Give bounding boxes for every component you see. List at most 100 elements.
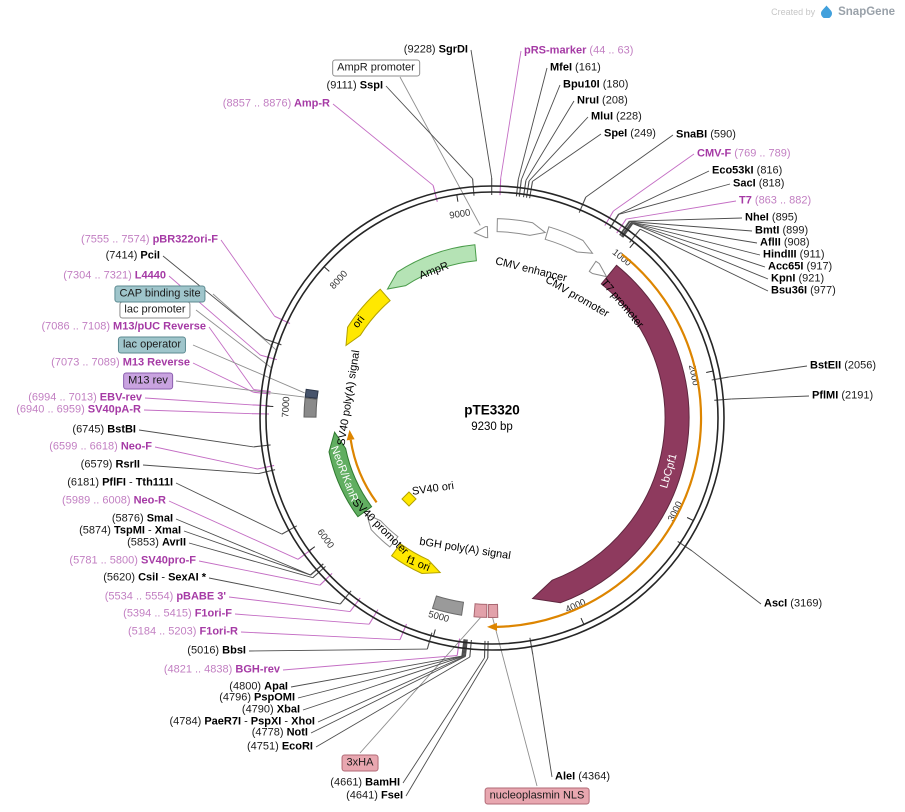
callout-line-ebv-rev xyxy=(144,397,253,406)
label-nucleoplasmin-nls[interactable]: nucleoplasmin NLS xyxy=(484,787,590,805)
feature-lac-operator-box[interactable] xyxy=(304,388,319,399)
label-part-nhei-1: (895) xyxy=(768,211,798,224)
feature-orf-frame-1[interactable] xyxy=(496,253,703,628)
feature-neor-kanr[interactable] xyxy=(328,431,373,518)
label-bsteii[interactable]: BstEII (2056) xyxy=(810,360,876,373)
label-snabi[interactable]: SnaBI (590) xyxy=(676,129,736,142)
label-pbabe-3[interactable]: (5534 .. 5554) pBABE 3' xyxy=(105,591,226,604)
feature-label-cmv-promoter[interactable]: CMV promoter xyxy=(543,274,611,320)
feature-ampr-promoter[interactable] xyxy=(473,226,489,239)
label-part-m13-reverse-0: (7073 .. 7089) xyxy=(51,356,120,369)
callout-line-neo-r xyxy=(168,500,299,560)
label-m13-puc-reverse[interactable]: (7086 .. 7108) M13/pUC Reverse xyxy=(42,321,207,334)
label-xbai[interactable]: (4790) XbaI xyxy=(242,704,300,717)
label-ampr-promoter[interactable]: AmpR promoter xyxy=(332,59,420,77)
label-m13-rev[interactable]: M13 rev xyxy=(123,372,173,390)
feature-label-ori[interactable]: ori xyxy=(350,313,367,330)
feature-lbcpf1[interactable] xyxy=(531,264,690,604)
label-sspi[interactable]: (9111) SspI xyxy=(327,80,383,93)
label-rsrii[interactable]: (6579) RsrII xyxy=(81,459,140,472)
label-bamhi[interactable]: (4661) BamHI xyxy=(330,777,400,790)
label-cap-binding-site[interactable]: CAP binding site xyxy=(114,285,206,303)
label-pflfi-tth111i[interactable]: (6181) PflFI - Tth111I xyxy=(67,477,173,490)
feature-sv40-promoter[interactable] xyxy=(365,513,399,548)
label-prs-marker[interactable]: pRS-marker (44 .. 63) xyxy=(524,45,633,58)
feature-marker-sv40-ori-diamond[interactable] xyxy=(401,491,417,507)
label-cmv-f[interactable]: CMV-F (769 .. 789) xyxy=(697,148,791,161)
label-lac-operator[interactable]: lac operator xyxy=(117,336,187,354)
label-bbsi[interactable]: (5016) BbsI xyxy=(187,645,246,658)
label-kpni[interactable]: KpnI (921) xyxy=(771,273,824,286)
label-sv40pa-r[interactable]: (6940 .. 6959) SV40pA-R xyxy=(16,404,141,417)
feature-orf-frame-2[interactable] xyxy=(349,439,378,504)
label-eco53ki[interactable]: Eco53kI (816) xyxy=(712,165,782,178)
label-nhei[interactable]: NheI (895) xyxy=(745,212,798,225)
feature-cmv-enhancer[interactable] xyxy=(496,218,547,236)
label-part-bamhi-0: (4661) xyxy=(330,776,366,789)
label-f1ori-r[interactable]: (5184 .. 5203) F1ori-R xyxy=(128,626,238,639)
label-t7[interactable]: T7 (863 .. 882) xyxy=(739,195,811,208)
label-spei[interactable]: SpeI (249) xyxy=(604,128,656,141)
feature-sv40-polya-signal[interactable] xyxy=(303,397,318,418)
label-smai[interactable]: (5876) SmaI xyxy=(112,513,173,526)
label-saci[interactable]: SacI (818) xyxy=(733,178,784,191)
label-m13-reverse[interactable]: (7073 .. 7089) M13 Reverse xyxy=(51,357,190,370)
feature-label-sv40-ori[interactable]: SV40 ori xyxy=(411,480,454,498)
label-sgrdi[interactable]: (9228) SgrDI xyxy=(404,44,468,57)
label-neo-f[interactable]: (6599 .. 6618) Neo-F xyxy=(49,441,152,454)
feature-cmv-promoter[interactable] xyxy=(544,226,594,254)
label-pcii[interactable]: (7414) PciI xyxy=(106,250,160,263)
feature-3xha[interactable] xyxy=(473,603,488,618)
label-sv40pro-f[interactable]: (5781 .. 5800) SV40pro-F xyxy=(69,555,196,568)
label-nrui[interactable]: NruI (208) xyxy=(577,95,628,108)
feature-t7-promoter[interactable] xyxy=(588,260,608,278)
label-f1ori-f[interactable]: (5394 .. 5415) F1ori-F xyxy=(123,608,232,621)
label-part-rsrii-0: (6579) xyxy=(80,458,116,471)
label-alei[interactable]: AleI (4364) xyxy=(555,771,610,784)
label-neo-r[interactable]: (5989 .. 6008) Neo-R xyxy=(62,495,166,508)
label-bpu10i[interactable]: Bpu10I (180) xyxy=(563,79,628,92)
label-lac-promoter[interactable]: lac promoter xyxy=(119,301,191,319)
feature-ampr[interactable] xyxy=(386,244,477,290)
label-paer7i-pspxi-xhoi[interactable]: (4784) PaeR7I - PspXI - XhoI xyxy=(169,716,315,729)
label-mfei[interactable]: MfeI (161) xyxy=(550,62,601,75)
label-tspmi-xmai[interactable]: (5874) TspMI - XmaI xyxy=(79,525,181,538)
label-aflii[interactable]: AflII (908) xyxy=(760,237,810,250)
label-noti[interactable]: (4778) NotI xyxy=(252,727,308,740)
label-bgh-rev[interactable]: (4821 .. 4838) BGH-rev xyxy=(164,664,280,677)
label-part-sgrdi-0: (9228) xyxy=(403,43,439,56)
label-pflmi[interactable]: PflMI (2191) xyxy=(812,390,873,403)
label-apai[interactable]: (4800) ApaI xyxy=(229,681,288,694)
label-ebv-rev[interactable]: (6994 .. 7013) EBV-rev xyxy=(28,392,142,405)
label-part-fsei-1: FseI xyxy=(380,789,403,802)
label-ecori[interactable]: (4751) EcoRI xyxy=(247,741,313,754)
label-mlui[interactable]: MluI (228) xyxy=(591,111,642,124)
label-fsei[interactable]: (4641) FseI xyxy=(346,790,403,803)
feature-ori[interactable] xyxy=(345,288,391,347)
label-amp-r[interactable]: (8857 .. 8876) Amp-R xyxy=(223,98,330,111)
feature-label-sv40-promoter[interactable]: SV40 promoter xyxy=(350,497,411,558)
label-csii-sexai[interactable]: (5620) CsiI - SexAI * xyxy=(103,572,206,585)
label-part-neo-r-0: (5989 .. 6008) xyxy=(62,494,131,507)
label-bsu36i[interactable]: Bsu36I (977) xyxy=(771,285,836,298)
label-part-aflii-0: AflII xyxy=(760,236,781,249)
label-bmti[interactable]: BmtI (899) xyxy=(755,225,808,238)
label-hindiii[interactable]: HindIII (911) xyxy=(763,249,825,262)
label-l4440[interactable]: (7304 .. 7321) L4440 xyxy=(63,270,166,283)
label-pspomi[interactable]: (4796) PspOMI xyxy=(219,692,295,705)
label-3xha[interactable]: 3xHA xyxy=(341,754,379,772)
feature-label-bgh-polya[interactable]: bGH poly(A) signal xyxy=(418,536,511,562)
label-acc65i[interactable]: Acc65I (917) xyxy=(768,261,832,274)
feature-label-sv40-polya[interactable]: SV40 poly(A) signal xyxy=(335,349,362,446)
feature-nucleoplasmin-nls[interactable] xyxy=(487,603,499,619)
label-avrii[interactable]: (5853) AvrII xyxy=(127,537,186,550)
label-part-paer7i-pspxi-xhoi-3: PspXI xyxy=(250,715,282,728)
label-asci[interactable]: AscI (3169) xyxy=(764,598,822,611)
label-part-tspmi-xmai-1: TspMI xyxy=(113,524,145,537)
tick-2000 xyxy=(706,370,714,373)
label-bstbi[interactable]: (6745) BstBI xyxy=(72,424,136,437)
feature-f1-ori[interactable] xyxy=(390,543,442,575)
feature-bgh-polya-signal[interactable] xyxy=(431,595,465,616)
callout-line-smai xyxy=(175,518,311,576)
label-pbr322ori-f[interactable]: (7555 .. 7574) pBR322ori-F xyxy=(81,234,218,247)
